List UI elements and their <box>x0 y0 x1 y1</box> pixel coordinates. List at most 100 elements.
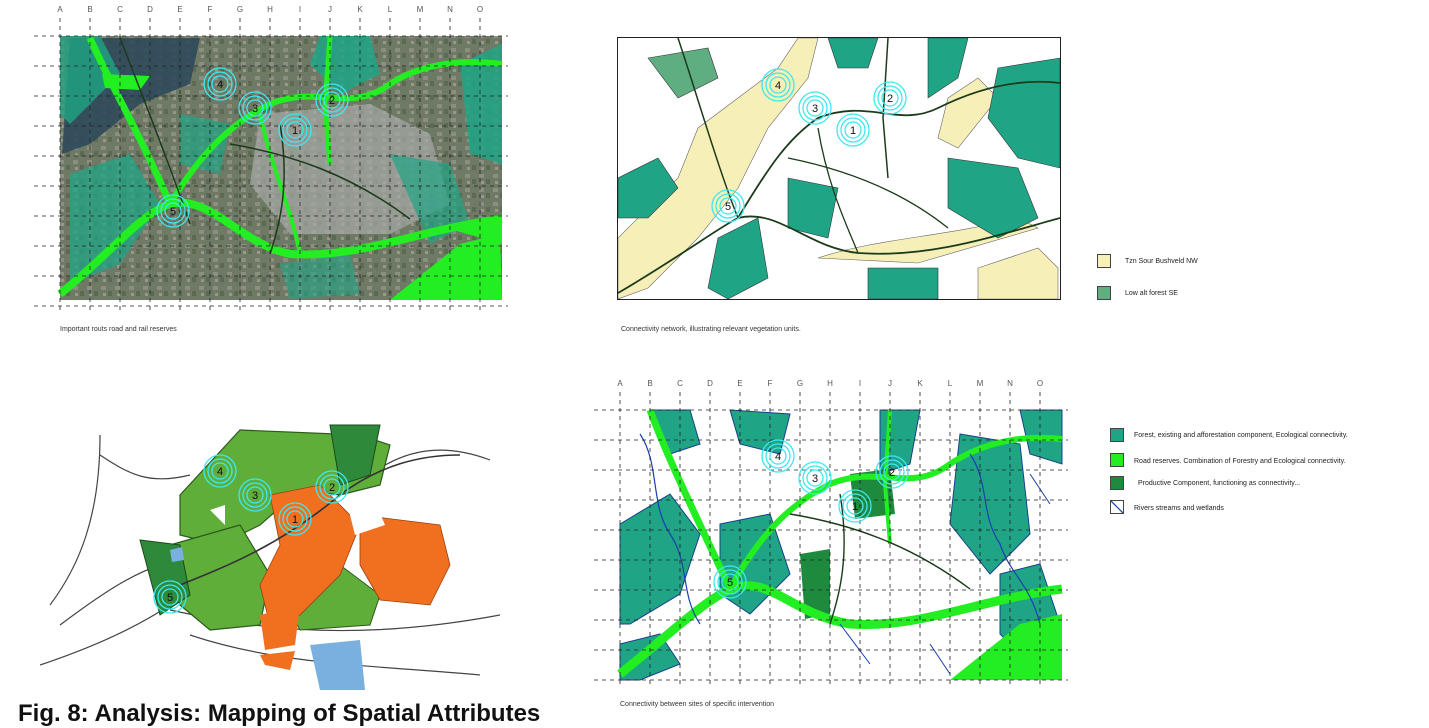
grid-column-label: N <box>447 5 453 14</box>
grid-column-label: H <box>267 5 273 14</box>
site-marker-5: 5 <box>153 580 187 614</box>
figure-title: Fig. 8: Analysis: Mapping of Spatial Att… <box>18 700 541 727</box>
bottom-right-caption: Connectivity between sites of specific i… <box>620 701 775 708</box>
legend-swatch-bushveld <box>1097 254 1111 268</box>
vegetation-connectivity-map: 1 2 3 4 5 <box>617 37 1061 300</box>
land-use-map: 1 2 3 4 5 <box>40 415 500 695</box>
site-marker-2: 2 <box>873 81 907 115</box>
site-marker-5: 5 <box>711 189 745 223</box>
grid-column-label: K <box>917 379 923 388</box>
site-number: 5 <box>170 206 176 218</box>
site-marker-2: 2 <box>315 83 349 117</box>
vegetation-map-svg: 1 2 3 4 5 <box>618 38 1060 299</box>
grid-column-label: L <box>948 379 953 388</box>
grid-column-label: H <box>827 379 833 388</box>
site-marker-1: 1 <box>836 113 870 147</box>
site-number: 5 <box>727 577 733 589</box>
legend-swatch-productive <box>1110 476 1124 490</box>
grid-column-label: D <box>147 5 153 14</box>
grid-column-label: A <box>57 5 63 14</box>
diagonal-line-icon <box>1110 500 1124 514</box>
grid-column-label: O <box>477 5 483 14</box>
site-marker-5: 5 <box>713 565 747 599</box>
vegetation-legend: Tzn Sour Bushveld NW Low alt forest SE <box>1097 254 1297 304</box>
site-number: 3 <box>812 473 818 485</box>
reference-grid <box>30 18 508 312</box>
grid-column-label: G <box>797 379 803 388</box>
site-number: 5 <box>167 592 173 604</box>
site-marker-3: 3 <box>798 461 832 495</box>
site-markers: 1 2 3 4 5 <box>156 67 349 228</box>
grid-column-label: A <box>617 379 623 388</box>
site-number: 3 <box>252 103 258 115</box>
grid-column-label: G <box>237 5 243 14</box>
site-markers: 1 2 3 4 5 <box>711 68 907 223</box>
legend-swatch-forest <box>1097 286 1111 300</box>
site-marker-4: 4 <box>203 454 237 488</box>
legend-label-forest-component: Forest, existing and afforestation compo… <box>1134 432 1348 439</box>
grid-column-label: F <box>208 5 213 14</box>
site-marker-1: 1 <box>838 489 872 523</box>
legend-swatch-forest-component <box>1110 428 1124 442</box>
site-number: 4 <box>217 79 223 91</box>
site-number: 1 <box>292 514 298 526</box>
grid-column-label: D <box>707 379 713 388</box>
legend-label-rivers: Rivers streams and wetlands <box>1134 505 1224 512</box>
grid-column-label: N <box>1007 379 1013 388</box>
grid-column-label: O <box>1037 379 1043 388</box>
site-markers: 1 2 3 4 5 <box>713 439 909 599</box>
grid-column-label: M <box>977 379 984 388</box>
site-markers: 1 2 3 4 5 <box>153 454 349 614</box>
grid-labels: ABCDEFGHIJKLMNO12345678910 <box>57 5 483 14</box>
grid-column-label: E <box>177 5 182 14</box>
site-marker-1: 1 <box>278 113 312 147</box>
grid-labels: ABCDEFGHIJKLMNO12345678910 <box>617 379 1043 388</box>
site-number: 5 <box>725 201 731 213</box>
site-marker-2: 2 <box>315 470 349 504</box>
site-marker-1: 1 <box>278 502 312 536</box>
legend-label-road-reserves: Road reserves. Combination of Forestry a… <box>1134 458 1346 465</box>
site-number: 1 <box>852 501 858 513</box>
grid-column-label: I <box>859 379 861 388</box>
site-marker-4: 4 <box>203 67 237 101</box>
legend-swatch-road-reserves <box>1110 453 1124 467</box>
site-marker-5: 5 <box>156 194 190 228</box>
grid-column-label: K <box>357 5 363 14</box>
site-number: 2 <box>329 95 335 107</box>
site-number: 4 <box>775 80 781 92</box>
legend-label-bushveld: Tzn Sour Bushveld NW <box>1125 258 1198 265</box>
land-use-svg: 1 2 3 4 5 <box>40 424 500 690</box>
components-legend: Forest, existing and afforestation compo… <box>1110 428 1420 528</box>
top-left-caption: Important routs road and rail reserves <box>60 326 177 333</box>
site-number: 2 <box>329 482 335 494</box>
grid-column-label: C <box>677 379 683 388</box>
site-marker-3: 3 <box>238 91 272 125</box>
legend-label-forest: Low alt forest SE <box>1125 290 1178 297</box>
site-marker-4: 4 <box>761 68 795 102</box>
site-number: 4 <box>217 466 223 478</box>
reference-grid <box>590 392 1068 686</box>
grid-column-label: J <box>888 379 892 388</box>
site-number: 1 <box>850 125 856 137</box>
top-right-caption: Connectivity network, illustrating relev… <box>621 326 801 333</box>
grid-column-label: F <box>768 379 773 388</box>
site-number: 4 <box>775 451 781 463</box>
site-number: 2 <box>889 467 895 479</box>
site-number: 3 <box>252 490 258 502</box>
grid-column-label: C <box>117 5 123 14</box>
grid-column-label: B <box>87 5 92 14</box>
site-marker-4: 4 <box>761 439 795 473</box>
legend-label-productive: Productive Component, functioning as con… <box>1138 480 1301 487</box>
site-number: 2 <box>887 93 893 105</box>
site-marker-3: 3 <box>798 91 832 125</box>
grid-column-label: E <box>737 379 742 388</box>
grid-column-label: J <box>328 5 332 14</box>
grid-column-label: L <box>388 5 393 14</box>
grid-column-label: M <box>417 5 424 14</box>
grid-column-label: I <box>299 5 301 14</box>
site-marker-2: 2 <box>875 455 909 489</box>
